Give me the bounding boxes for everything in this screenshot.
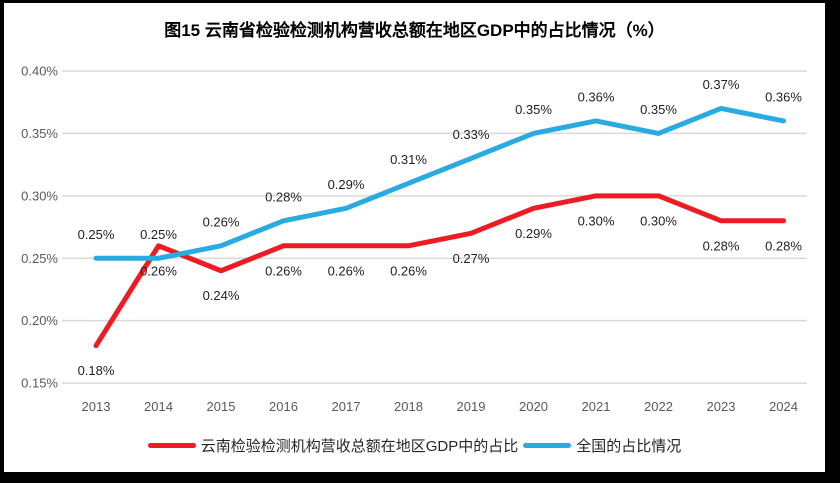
x-axis-tick-label: 2018 [394, 399, 423, 414]
plot-area: 0.40% 0.35% 0.30% 0.25% 0.20% 0.15% 2013 2014 20… [21, 64, 807, 414]
data-label-series-0: 0.28% [765, 238, 802, 253]
x-axis-tick-label: 2024 [769, 399, 798, 414]
data-label-series-0: 0.30% [640, 213, 677, 228]
data-label-series-1: 0.29% [328, 177, 365, 192]
data-label-series-1: 0.35% [515, 102, 552, 117]
y-axis-tick-label: 0.40% [21, 64, 58, 79]
x-axis-tick-label: 2023 [707, 399, 736, 414]
x-axis-tick-label: 2015 [207, 399, 236, 414]
data-label-series-1: 0.26% [203, 214, 240, 229]
y-axis-tick-label: 0.20% [21, 313, 58, 328]
data-label-series-1: 0.25% [140, 227, 177, 242]
legend-label-yunnan: 云南检验检测机构营收总额在地区GDP中的占比 [200, 437, 519, 455]
data-label-series-0: 0.26% [390, 263, 427, 278]
legend-label-national: 全国的占比情况 [576, 437, 682, 455]
x-axis-tick-label: 2020 [519, 399, 548, 414]
data-label-series-1: 0.37% [703, 77, 740, 92]
data-label-series-1: 0.36% [578, 89, 615, 104]
y-axis-tick-label: 0.30% [21, 188, 58, 203]
y-axis-tick-label: 0.35% [21, 126, 58, 141]
data-label-series-1: 0.35% [640, 102, 677, 117]
data-label-series-0: 0.28% [703, 238, 740, 253]
data-label-series-0: 0.24% [203, 288, 240, 303]
legend: 云南检验检测机构营收总额在地区GDP中的占比 全国的占比情况 [4, 436, 825, 455]
series-line-1 [93, 105, 786, 261]
y-axis-tick-label: 0.15% [21, 376, 58, 391]
x-axis-tick-label: 2017 [332, 399, 361, 414]
x-axis-tick-label: 2022 [644, 399, 673, 414]
data-label-series-0: 0.27% [453, 251, 490, 266]
data-label-series-0: 0.26% [140, 263, 177, 278]
x-axis-tick-label: 2021 [582, 399, 611, 414]
data-label-series-1: 0.28% [265, 189, 302, 204]
legend-swatch-yunnan-line [147, 442, 196, 448]
data-label-series-0: 0.26% [265, 263, 302, 278]
data-label-series-1: 0.31% [390, 152, 427, 167]
series-line-0 [93, 193, 786, 349]
x-axis-tick-label: 2016 [269, 399, 298, 414]
x-axis-tick-label: 2019 [457, 399, 486, 414]
y-axis-tick-label: 0.25% [21, 251, 58, 266]
chart-canvas: 图15 云南省检验检测机构营收总额在地区GDP中的占比情况（%） 0.40% 0.… [4, 3, 825, 472]
data-label-series-1: 0.36% [765, 89, 802, 104]
data-label-series-1: 0.25% [78, 227, 115, 242]
data-label-series-0: 0.26% [328, 263, 365, 278]
data-label-series-0: 0.30% [578, 213, 615, 228]
chart-title: 图15 云南省检验检测机构营收总额在地区GDP中的占比情况（%） [164, 21, 665, 40]
x-axis-tick-label: 2014 [144, 399, 173, 414]
data-label-series-1: 0.33% [453, 127, 490, 142]
x-axis-tick-label: 2013 [82, 399, 111, 414]
legend-swatch-national-line [523, 442, 572, 448]
data-label-series-0: 0.18% [78, 363, 115, 378]
data-label-series-0: 0.29% [515, 226, 552, 241]
